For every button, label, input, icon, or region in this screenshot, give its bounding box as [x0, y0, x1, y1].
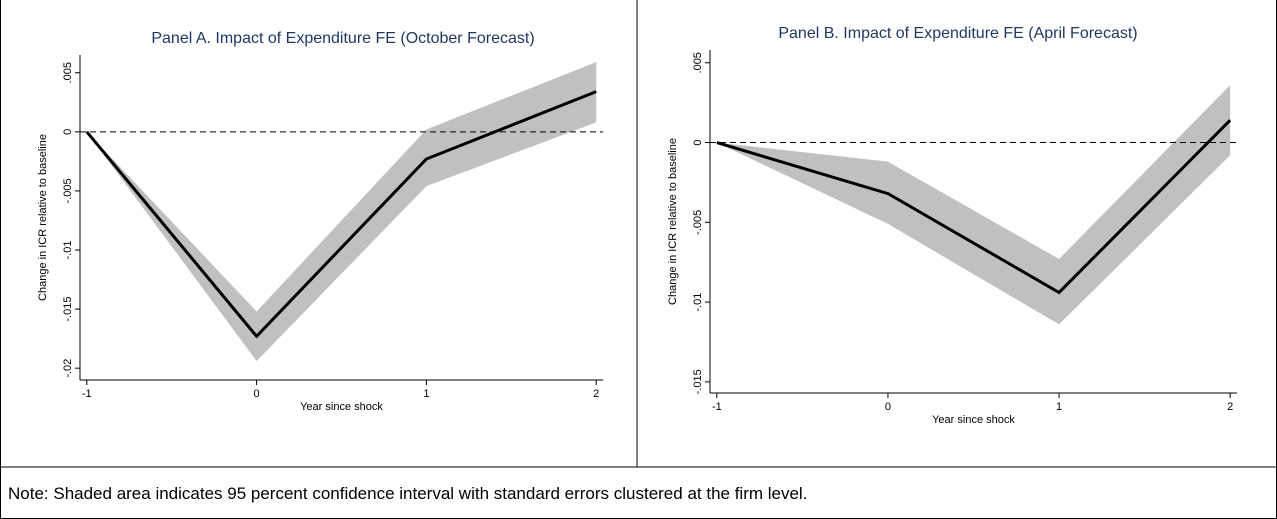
x-tick-label: 2 [1227, 401, 1233, 413]
y-tick-label: .005 [62, 62, 74, 83]
y-tick-label: -.015 [62, 297, 74, 322]
estimate-line [85, 90, 597, 339]
confidence-band [716, 85, 1231, 325]
y-tick-label: -.01 [62, 241, 74, 260]
y-axis-title: Change in ICR relative to baseline [37, 134, 49, 301]
y-tick-label: 0 [692, 139, 704, 145]
y-tick-label: .005 [692, 52, 704, 73]
y-axis-title: Change in ICR relative to baseline [667, 138, 679, 305]
y-tick-label: -.02 [62, 359, 74, 378]
x-axis-title: Year since shock [300, 401, 383, 413]
y-tick-label: -.005 [692, 210, 704, 235]
x-tick-label: 0 [885, 401, 891, 413]
x-tick-label: 2 [593, 388, 599, 400]
x-tick-label: 1 [423, 388, 429, 400]
confidence-band [86, 62, 597, 362]
y-tick-label: -.01 [692, 293, 704, 312]
note: Note: Shaded area indicates 95 percent c… [8, 484, 807, 503]
chart-title: Panel B. Impact of Expenditure FE (April… [778, 25, 1137, 42]
x-tick-label: -1 [82, 388, 92, 400]
y-tick-label: -.005 [62, 178, 74, 203]
x-tick-label: -1 [712, 401, 722, 413]
y-tick-label: -.015 [692, 369, 704, 394]
x-tick-label: 1 [1056, 401, 1062, 413]
x-axis-title: Year since shock [932, 414, 1015, 426]
x-tick-label: 0 [254, 388, 260, 400]
chart-title: Panel A. Impact of Expenditure FE (Octob… [151, 30, 534, 47]
y-tick-label: 0 [62, 129, 74, 135]
estimate-line [716, 119, 1232, 295]
